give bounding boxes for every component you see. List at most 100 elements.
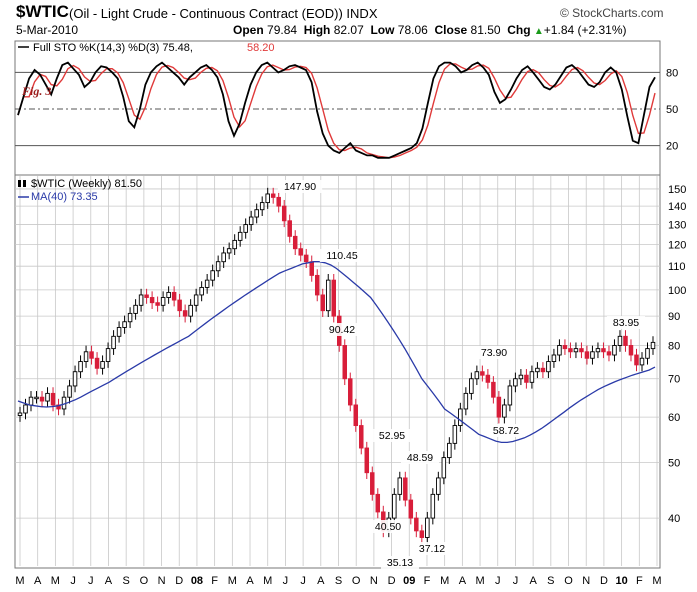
time-tick-label: M bbox=[15, 575, 24, 587]
annotation-label: 83.95 bbox=[613, 317, 639, 329]
price-bar bbox=[331, 273, 336, 323]
price-bar bbox=[408, 493, 414, 525]
price-bar bbox=[281, 199, 287, 228]
price-bar bbox=[122, 315, 127, 334]
price-bars bbox=[17, 187, 656, 544]
annotation-label: 73.90 bbox=[481, 347, 507, 359]
price-annotation: 40.50 bbox=[369, 520, 407, 533]
price-bar bbox=[254, 203, 259, 224]
price-bar bbox=[188, 299, 193, 323]
price-tick-label: 90 bbox=[668, 311, 680, 323]
price-annotation: 52.95 bbox=[373, 429, 411, 442]
price-bar bbox=[133, 299, 138, 320]
price-bar bbox=[166, 286, 171, 304]
price-tick-label: 100 bbox=[668, 285, 686, 297]
time-tick-label: 09 bbox=[403, 575, 415, 587]
time-tick-label: J bbox=[300, 575, 306, 587]
price-bar bbox=[276, 191, 281, 213]
time-tick-label: M bbox=[475, 575, 484, 587]
price-bar bbox=[221, 246, 226, 268]
open-value: 79.84 bbox=[267, 23, 298, 37]
price-annotation: 58.72 bbox=[487, 424, 525, 437]
price-bar bbox=[414, 511, 419, 538]
time-tick-label: A bbox=[529, 575, 537, 587]
close-label: Close bbox=[434, 23, 468, 37]
annotation-label: 37.12 bbox=[419, 543, 445, 555]
price-bar bbox=[105, 342, 111, 368]
price-bar bbox=[45, 387, 50, 408]
annotation-label: 90.42 bbox=[329, 324, 355, 336]
time-tick-label: F bbox=[636, 575, 643, 587]
time-tick-label: D bbox=[388, 575, 396, 587]
price-bar bbox=[491, 376, 496, 404]
time-tick-label: J bbox=[495, 575, 501, 587]
time-tick-label: S bbox=[547, 575, 554, 587]
price-bar bbox=[89, 345, 94, 365]
price-tick-label: 140 bbox=[668, 201, 686, 213]
price-bar bbox=[425, 511, 430, 544]
price-panel-frame bbox=[14, 174, 661, 569]
annotation-label: 58.72 bbox=[493, 425, 519, 437]
price-bar bbox=[292, 230, 298, 255]
price-bar bbox=[34, 391, 39, 404]
time-tick-label: M bbox=[263, 575, 272, 587]
time-tick-label: N bbox=[158, 575, 166, 587]
time-tick-label: S bbox=[335, 575, 342, 587]
price-bar bbox=[287, 214, 292, 243]
price-annotation: 147.90 bbox=[277, 180, 323, 193]
price-legend-main: $WTIC (Weekly) 81.50 bbox=[31, 178, 142, 190]
time-tick-label: A bbox=[34, 575, 42, 587]
price-bar bbox=[193, 288, 199, 312]
price-bar bbox=[199, 281, 204, 302]
sto-lines bbox=[17, 61, 656, 159]
price-bar bbox=[502, 398, 507, 424]
price-bar bbox=[370, 466, 375, 501]
price-bar bbox=[584, 345, 590, 365]
ma40-line bbox=[17, 261, 656, 444]
price-bar bbox=[243, 218, 248, 239]
price-tick-label: 60 bbox=[668, 412, 680, 424]
price-bar bbox=[469, 372, 474, 400]
time-tick-label: J bbox=[88, 575, 94, 587]
price-grid bbox=[15, 176, 660, 566]
annotation-label: 52.95 bbox=[379, 430, 405, 442]
annotation-label: 35.13 bbox=[387, 557, 413, 569]
price-bar bbox=[298, 242, 303, 262]
ma-line bbox=[17, 261, 656, 444]
time-tick-label: A bbox=[317, 575, 325, 587]
time-tick-label: F bbox=[424, 575, 431, 587]
price-annotation: 35.13 bbox=[381, 556, 419, 569]
price-tick-label: 120 bbox=[668, 240, 686, 252]
price-bar bbox=[364, 441, 370, 479]
price-bar bbox=[226, 242, 232, 260]
price-bar bbox=[171, 286, 177, 307]
sto-d-line bbox=[17, 63, 656, 159]
price-bar bbox=[573, 342, 579, 359]
price-bar bbox=[210, 264, 215, 287]
price-bar bbox=[177, 293, 182, 317]
time-tick-label: A bbox=[246, 575, 254, 587]
sto-legend-d: 58.20 bbox=[247, 42, 275, 54]
price-bar bbox=[325, 273, 331, 317]
price-bar bbox=[116, 321, 122, 343]
price-bar bbox=[634, 348, 639, 372]
chart-symbol: $WTIC bbox=[16, 2, 69, 21]
price-bar bbox=[348, 372, 353, 412]
price-bar bbox=[617, 330, 623, 352]
sto-legend: Full STO %K(14,3) %D(3) 75.48, 58.20 bbox=[18, 42, 275, 54]
price-bar bbox=[232, 234, 237, 255]
time-tick-label: O bbox=[352, 575, 361, 587]
price-bar bbox=[485, 369, 491, 389]
price-bar bbox=[215, 255, 221, 278]
price-bar bbox=[524, 369, 529, 389]
price-bar bbox=[50, 387, 56, 412]
price-bar bbox=[650, 336, 656, 355]
open-label: Open bbox=[233, 23, 264, 37]
price-annotation: 48.59 bbox=[401, 451, 439, 464]
close-value: 81.50 bbox=[470, 23, 501, 37]
copyright: © StockCharts.com bbox=[560, 6, 664, 20]
price-bar bbox=[127, 307, 133, 329]
low-value: 78.06 bbox=[397, 23, 428, 37]
price-tick-label: 80 bbox=[668, 340, 680, 352]
